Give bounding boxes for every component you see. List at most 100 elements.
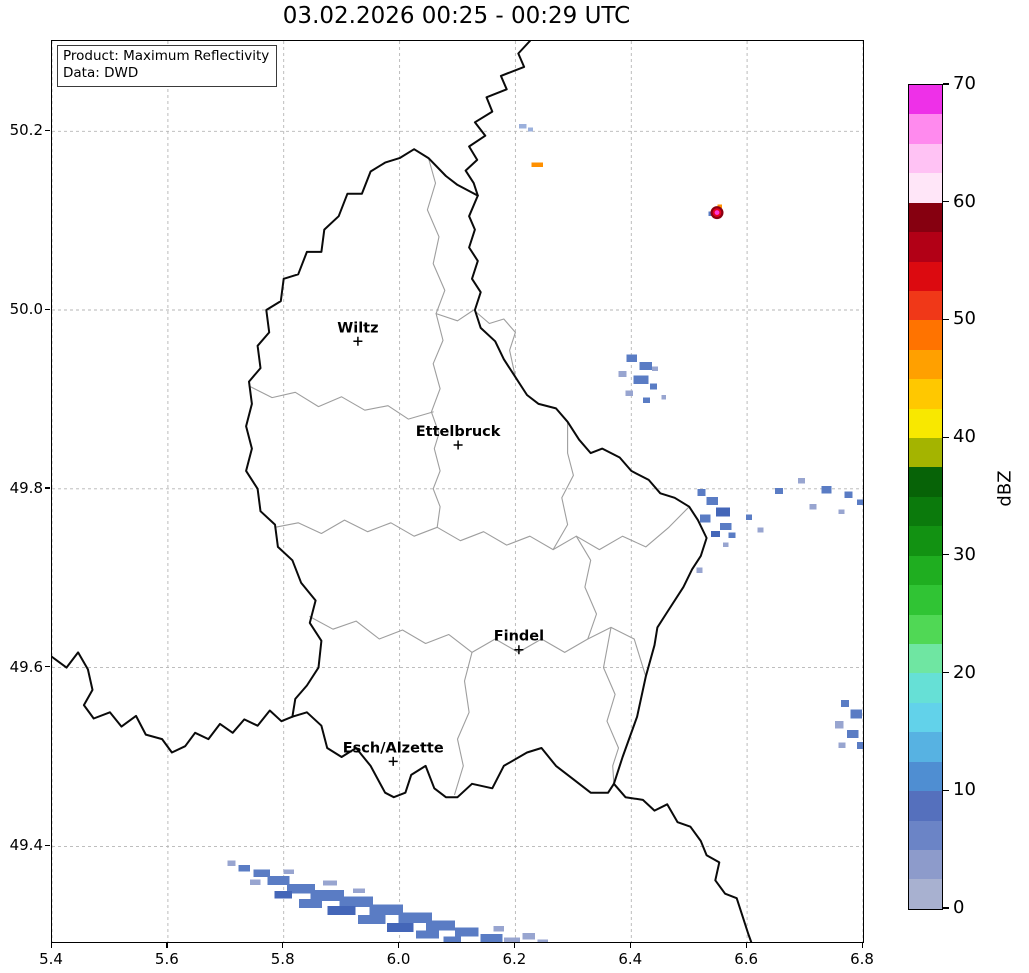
plot-title: 03.02.2026 00:25 - 00:29 UTC: [282, 3, 631, 29]
colorbar-segment: [909, 644, 942, 674]
colorbar-segment: [909, 849, 942, 880]
radar-echo-cell: [857, 741, 863, 749]
y-tick-label: 49.4: [9, 836, 43, 855]
radar-echo-cell: [626, 354, 638, 362]
x-tick-mark: [513, 943, 516, 948]
colorbar-tick-mark: [943, 671, 949, 674]
x-tick-mark: [50, 943, 52, 948]
y-tick-mark: [45, 129, 50, 131]
city-label: Findel: [494, 629, 544, 645]
radar-echo-cell: [283, 869, 295, 875]
country-border: [52, 651, 294, 754]
radar-echo-cell: [661, 395, 666, 400]
colorbar-segment: [909, 261, 942, 291]
x-tick-label: 6.6: [734, 950, 759, 968]
country-border: [612, 782, 753, 942]
district-border: [435, 309, 516, 378]
colorbar-segment: [909, 85, 942, 115]
radar-echo-cell: [386, 923, 414, 933]
colorbar-segment: [909, 379, 942, 409]
radar-echo-cell: [697, 488, 706, 496]
colorbar-tick-label: 50: [953, 308, 976, 330]
city-marker: [388, 756, 398, 766]
radar-echo-cell: [642, 397, 650, 403]
radar-echo-cell: [696, 567, 703, 573]
radar-echo-cell: [717, 204, 723, 209]
radar-echo-cell: [274, 891, 292, 899]
colorbar-segment: [909, 438, 942, 468]
colorbar-tick-label: 30: [953, 543, 976, 565]
radar-echo-cell: [838, 742, 846, 749]
radar-echo-cell: [728, 532, 736, 538]
radar-echo-cell: [287, 883, 315, 894]
radar-echo-cell: [503, 937, 520, 942]
radar-echo-cell: [455, 927, 479, 937]
radar-echo-cell: [719, 522, 732, 530]
radar-echo-cell: [528, 127, 533, 132]
colorbar-tick-label: 10: [953, 779, 976, 801]
radar-echo-cell: [711, 530, 720, 538]
radar-echo-cell: [639, 361, 653, 370]
radar-echo-cell: [323, 880, 337, 886]
y-tick-label: 49.6: [9, 657, 43, 676]
radar-echo-cell: [250, 879, 261, 885]
radar-echo-cell: [298, 899, 322, 908]
colorbar-segment: [909, 555, 942, 586]
city-marker: [453, 440, 463, 450]
colorbar-segment: [909, 702, 942, 733]
radar-echo-cell: [227, 860, 236, 867]
colorbar-segment: [909, 614, 942, 645]
colorbar-segment: [909, 761, 942, 792]
district-border: [575, 535, 598, 640]
colorbar-segment: [909, 349, 942, 380]
radar-echo-cell: [327, 906, 356, 916]
radar-echo-cell: [850, 709, 862, 719]
colorbar-segment: [909, 820, 942, 850]
x-tick-mark: [861, 943, 863, 948]
country-border: [464, 41, 531, 197]
district-border: [454, 651, 473, 796]
colorbar-segment: [909, 320, 942, 350]
radar-echo-cell: [267, 875, 290, 885]
radar-echo-cell: [443, 936, 461, 942]
city-label: Ettelbruck: [416, 424, 501, 440]
district-border: [426, 157, 446, 528]
colorbar-tick-label: 0: [953, 897, 965, 918]
x-tick-label: 6.8: [850, 950, 874, 968]
y-tick-mark: [45, 487, 50, 489]
radar-echo-cell: [369, 904, 403, 916]
radar-echo-cell: [426, 920, 456, 931]
product-annotation: Product: Maximum Reflectivity Data: DWD: [57, 45, 278, 87]
colorbar-tick-label: 20: [953, 661, 976, 683]
y-tick-label: 50.2: [9, 121, 43, 140]
radar-echo-cell: [715, 507, 730, 517]
radar-echo-cell: [846, 730, 859, 739]
x-tick-label: 5.6: [154, 950, 179, 968]
y-tick-label: 50.0: [9, 300, 43, 319]
country-border: [245, 148, 708, 799]
radar-echo-cell: [537, 939, 548, 942]
radar-echo-cell: [757, 527, 764, 533]
colorbar-segment: [909, 202, 942, 233]
radar-echo-cell: [310, 890, 344, 901]
radar-echo-cell: [618, 370, 627, 378]
colorbar-segment: [909, 673, 942, 703]
city-marker: [514, 645, 524, 655]
radar-echo-cell: [838, 509, 845, 514]
radar-echo-cell: [522, 933, 536, 940]
colorbar-tick-mark: [943, 436, 949, 438]
colorbar-segment: [909, 143, 942, 174]
city-label: Esch/Alzette: [343, 740, 444, 756]
district-border: [248, 385, 434, 420]
radar-echo-cell: [415, 930, 439, 939]
x-tick-label: 5.8: [270, 950, 295, 968]
radar-echo-cell: [841, 699, 850, 707]
colorbar-segment: [909, 232, 942, 262]
district-border: [602, 626, 620, 785]
x-tick-mark: [282, 943, 284, 948]
radar-echo-cell: [518, 124, 527, 129]
x-tick-label: 5.4: [39, 950, 63, 968]
radar-echo-cell: [700, 514, 711, 523]
radar-echo-cell: [531, 162, 544, 168]
